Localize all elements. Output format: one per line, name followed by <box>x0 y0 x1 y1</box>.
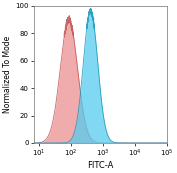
Y-axis label: Normalized To Mode: Normalized To Mode <box>4 36 12 113</box>
X-axis label: FITC-A: FITC-A <box>87 161 113 170</box>
